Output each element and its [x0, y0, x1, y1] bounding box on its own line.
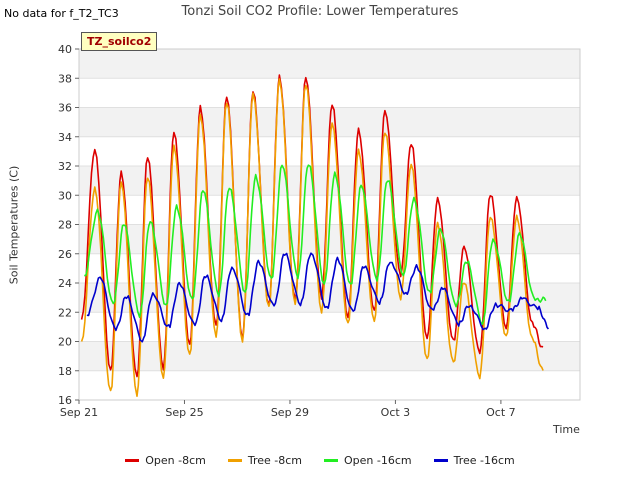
x-tick-label: Sep 29 [271, 406, 309, 419]
legend-swatch [125, 459, 140, 462]
series-line-tree-16cm [86, 252, 550, 343]
y-tick-label: 16 [58, 394, 72, 407]
legend-label: Open -16cm [344, 454, 412, 467]
legend-item: Tree -16cm [433, 454, 515, 467]
grid-band [79, 166, 580, 196]
y-tick-label: 34 [58, 131, 72, 144]
y-tick-label: 32 [58, 160, 72, 173]
legend-label: Tree -16cm [453, 454, 515, 467]
y-tick-label: 36 [58, 102, 72, 115]
y-tick-label: 30 [58, 189, 72, 202]
y-tick-label: 22 [58, 306, 72, 319]
grid-band [79, 341, 580, 371]
y-tick-label: 24 [58, 277, 72, 290]
y-tick-label: 40 [58, 43, 72, 56]
y-tick-label: 38 [58, 72, 72, 85]
x-tick-label: Sep 25 [165, 406, 203, 419]
legend-label: Tree -8cm [247, 454, 302, 467]
no-data-note: No data for f_T2_TC3 [4, 7, 119, 20]
y-axis: 16 18 20 22 24 26 28 30 32 34 36 38 40 [58, 43, 79, 407]
y-tick-label: 26 [58, 248, 72, 261]
y-tick-label: 18 [58, 365, 72, 378]
series-lines [80, 74, 550, 397]
site-badge: TZ_soilco2 [81, 32, 158, 51]
y-axis-label: Soil Temperatures (C) [7, 165, 21, 285]
y-tick-label: 20 [58, 336, 72, 349]
legend-swatch [324, 459, 338, 462]
x-tick-label: Oct 3 [381, 406, 411, 419]
legend-item: Tree -8cm [227, 454, 302, 467]
legend-swatch [433, 459, 448, 462]
x-tick-label: Sep 21 [60, 406, 98, 419]
x-tick-label: Oct 7 [486, 406, 516, 419]
x-axis: Sep 21 Sep 25 Sep 29 Oct 3 Oct 7 [60, 400, 516, 419]
legend-item: Open -16cm [324, 454, 412, 467]
y-tick-label: 28 [58, 219, 72, 232]
series-line-open-16cm [84, 164, 547, 326]
legend: Open -8cm Tree -8cm Open -16cm Tree -16cm [0, 454, 640, 467]
grid-band [79, 49, 580, 79]
chart-title: Tonzi Soil CO2 Profile: Lower Temperatur… [181, 4, 459, 19]
legend-swatch [227, 459, 242, 462]
x-axis-label: Time [553, 423, 580, 436]
legend-item: Open -8cm [125, 454, 206, 467]
legend-label: Open -8cm [145, 454, 206, 467]
